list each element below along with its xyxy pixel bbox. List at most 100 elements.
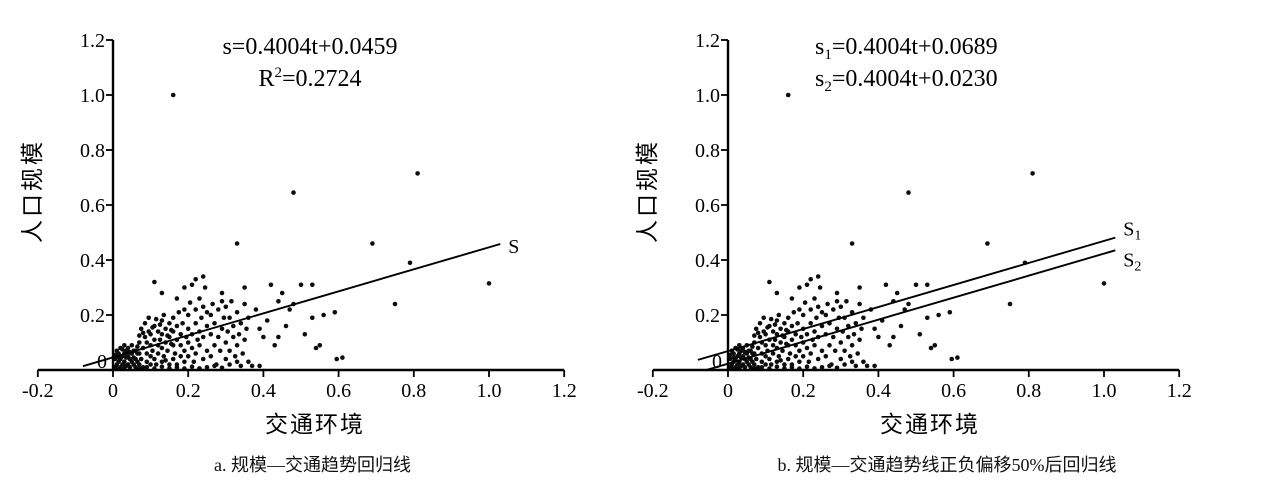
data-point [193, 277, 198, 282]
data-point [819, 365, 825, 370]
data-point [759, 365, 765, 370]
y-tick-label: 0.4 [80, 250, 105, 272]
data-point [917, 332, 923, 337]
data-point [185, 340, 191, 345]
data-point [123, 355, 129, 360]
data-point [370, 241, 375, 246]
y-tick-label: 1.0 [80, 85, 105, 107]
data-point [283, 323, 289, 329]
data-point [178, 354, 183, 359]
data-point [182, 348, 187, 354]
data-point [127, 365, 133, 370]
data-point [780, 348, 785, 354]
data-point [913, 282, 919, 288]
data-point [193, 321, 198, 326]
data-point [797, 307, 802, 312]
data-point [242, 337, 247, 343]
data-point [757, 321, 763, 326]
y-tick-label: 1.2 [80, 30, 105, 52]
data-point [925, 282, 930, 288]
data-point [152, 356, 157, 362]
data-point [898, 323, 904, 329]
data-point [174, 365, 180, 370]
data-point [182, 359, 187, 365]
data-point [834, 290, 840, 296]
data-point [763, 343, 768, 348]
data-point [234, 241, 240, 246]
data-point [234, 343, 240, 348]
data-point [785, 356, 791, 362]
data-point [800, 312, 806, 318]
data-point [148, 362, 153, 367]
scatter-plot-b: -0.2 0 0.2 0.4 0.6 0.8 1.0 1.2 0 0.2 0.4 0.6 0.8 1.0 1… [635, 30, 1192, 437]
data-point [742, 349, 748, 355]
data-point [135, 344, 140, 349]
data-point [787, 351, 793, 356]
data-point [129, 343, 135, 348]
y-tick-label: 0 [97, 351, 107, 373]
data-point [831, 307, 836, 312]
data-point [753, 356, 759, 362]
data-point [846, 334, 851, 340]
data-point [219, 290, 225, 296]
data-point [815, 356, 821, 362]
scatter-plot-a: -0.2 0 0.2 0.4 0.6 0.8 1.0 1.2 0 0.2 0.4 0.6 0.8 1.0 1… [20, 30, 577, 437]
data-point [985, 241, 990, 246]
data-point [782, 321, 787, 326]
data-point [227, 348, 232, 354]
data-point [815, 274, 821, 279]
data-point [170, 92, 176, 98]
data-point [163, 358, 168, 363]
data-point [176, 310, 182, 315]
data-point [122, 343, 127, 348]
data-point [789, 323, 795, 329]
data-point [947, 310, 953, 315]
data-point [334, 356, 340, 362]
data-point [825, 301, 830, 307]
data-point [321, 312, 326, 318]
data-point [167, 362, 172, 367]
data-point [849, 359, 855, 365]
data-point [407, 260, 413, 266]
data-point [279, 290, 285, 296]
data-point [257, 363, 262, 369]
x-tick-label: 1.0 [477, 380, 502, 402]
data-point [244, 326, 249, 332]
data-point [137, 362, 142, 367]
regression-line [697, 236, 1116, 361]
data-point [238, 321, 244, 326]
data-point [864, 363, 870, 369]
x-tick-label: 0.2 [791, 380, 816, 402]
x-tick-label: 0.6 [326, 380, 351, 402]
data-point [137, 340, 142, 345]
data-point [317, 343, 323, 348]
x-tick-label: -0.2 [637, 380, 669, 402]
data-point [752, 351, 757, 356]
data-point [752, 333, 757, 338]
data-point [217, 348, 223, 354]
data-point [872, 363, 877, 369]
data-point [144, 340, 150, 345]
data-point [753, 326, 759, 332]
data-point [159, 359, 165, 365]
data-point [236, 332, 242, 337]
data-point [742, 365, 748, 370]
data-point [823, 354, 829, 359]
data-point [763, 362, 768, 367]
data-point [197, 296, 202, 301]
data-point [861, 315, 866, 321]
data-point [831, 334, 836, 340]
data-point [844, 299, 849, 304]
data-point [234, 310, 240, 315]
data-point [225, 329, 230, 334]
data-point [851, 332, 857, 337]
data-point [804, 345, 810, 351]
data-point [159, 345, 165, 351]
data-point [131, 355, 136, 360]
data-point [812, 329, 817, 334]
x-tick-label: -0.2 [22, 380, 54, 402]
data-point [802, 300, 808, 305]
data-point [340, 355, 345, 360]
data-point [223, 356, 229, 362]
